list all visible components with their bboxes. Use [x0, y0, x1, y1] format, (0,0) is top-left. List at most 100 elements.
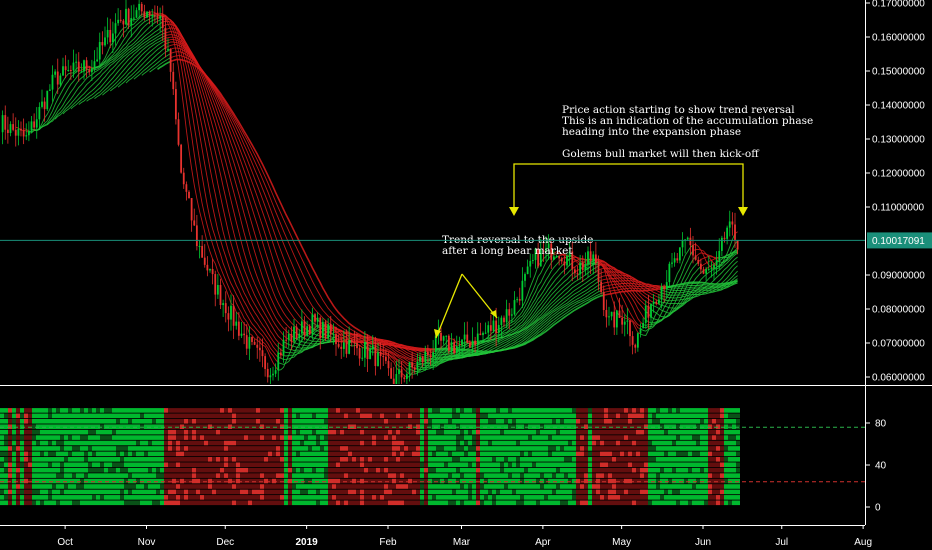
- oscillator-cell: [296, 408, 300, 413]
- oscillator-cell: [624, 473, 628, 478]
- oscillator-cell: [520, 413, 524, 419]
- oscillator-cell: [212, 484, 216, 489]
- oscillator-cell: [268, 413, 272, 419]
- oscillator-cell: [672, 413, 676, 419]
- ma-line-39: [433, 273, 599, 359]
- oscillator-cell: [380, 440, 384, 446]
- oscillator-cell: [348, 462, 352, 468]
- oscillator-cell: [292, 484, 296, 489]
- oscillator-cell: [616, 489, 620, 495]
- oscillator-cell: [428, 413, 432, 419]
- oscillator-cell: [200, 408, 204, 413]
- oscillator-cell: [396, 408, 400, 413]
- candle-body: [492, 320, 495, 331]
- oscillator-cell: [700, 500, 704, 506]
- candle-body: [264, 356, 267, 369]
- oscillator-cell: [728, 408, 732, 413]
- oscillator-cell: [524, 418, 528, 424]
- oscillator-cell: [104, 489, 108, 495]
- oscillator-cell: [548, 495, 552, 500]
- oscillator-cell: [116, 424, 120, 430]
- ma-line-30: [425, 261, 599, 363]
- oscillator-cell: [152, 418, 156, 424]
- candle-body: [342, 342, 345, 349]
- oscillator-cell: [516, 408, 520, 413]
- oscillator-cell: [520, 429, 524, 435]
- oscillator-cell: [416, 473, 420, 478]
- oscillator-cell: [728, 478, 732, 484]
- oscillator-cell: [592, 500, 596, 506]
- oscillator-cell: [524, 462, 528, 468]
- oscillator-cell: [56, 408, 60, 413]
- oscillator-cell: [100, 451, 104, 457]
- ma-line-21: [417, 262, 573, 367]
- oscillator-cell: [196, 418, 200, 424]
- oscillator-cell: [432, 418, 436, 424]
- oscillator-cell: [712, 457, 716, 462]
- oscillator-cell: [220, 457, 224, 462]
- oscillator-cell: [28, 489, 32, 495]
- oscillator-cell: [580, 413, 584, 419]
- oscillator-cell: [480, 418, 484, 424]
- oscillator-cell: [392, 478, 396, 484]
- oscillator-cell: [596, 495, 600, 500]
- oscillator-cell: [552, 462, 556, 468]
- oscillator-cell: [160, 451, 164, 457]
- oscillator-cell: [412, 467, 416, 473]
- oscillator-cell: [332, 440, 336, 446]
- oscillator-cell: [712, 462, 716, 468]
- oscillator-cell: [580, 451, 584, 457]
- oscillator-cell: [204, 440, 208, 446]
- oscillator-cell: [396, 457, 400, 462]
- oscillator-cell: [188, 418, 192, 424]
- oscillator-cell: [312, 473, 316, 478]
- oscillator-cell: [64, 435, 68, 440]
- oscillator-cell: [404, 429, 408, 435]
- oscillator-cell: [324, 467, 328, 473]
- oscillator-cell: [340, 446, 344, 451]
- oscillator-cell: [676, 484, 680, 489]
- oscillator-cell: [700, 451, 704, 457]
- oscillator-cell: [356, 489, 360, 495]
- oscillator-cell: [596, 451, 600, 457]
- oscillator-cell: [480, 446, 484, 451]
- oscillator-cell: [180, 413, 184, 419]
- oscillator-cell: [92, 429, 96, 435]
- oscillator-cell: [660, 435, 664, 440]
- oscillator-cell: [604, 478, 608, 484]
- oscillator-cell: [424, 418, 428, 424]
- oscillator-cell: [724, 484, 728, 489]
- oscillator-cell: [324, 408, 328, 413]
- oscillator-cell: [524, 457, 528, 462]
- oscillator-cell: [564, 418, 568, 424]
- oscillator-cell: [168, 489, 172, 495]
- oscillator-cell: [736, 457, 740, 462]
- oscillator-cell: [380, 451, 384, 457]
- oscillator-cell: [656, 429, 660, 435]
- oscillator-cell: [528, 435, 532, 440]
- oscillator-cell: [16, 473, 20, 478]
- oscillator-cell: [108, 435, 112, 440]
- oscillator-cell: [364, 489, 368, 495]
- oscillator-cell: [436, 429, 440, 435]
- oscillator-cell: [348, 495, 352, 500]
- oscillator-cell: [516, 451, 520, 457]
- oscillator-cell: [224, 446, 228, 451]
- oscillator-cell: [320, 418, 324, 424]
- oscillator-cell: [648, 478, 652, 484]
- oscillator-cell: [112, 473, 116, 478]
- oscillator-cell: [24, 408, 28, 413]
- oscillator-cell: [244, 413, 248, 419]
- oscillator-cell: [116, 413, 120, 419]
- candle-body: [581, 262, 584, 271]
- oscillator-cell: [264, 500, 268, 506]
- oscillator-cell: [152, 435, 156, 440]
- oscillator-cell: [276, 408, 280, 413]
- oscillator-cell: [612, 424, 616, 430]
- oscillator-cell: [92, 413, 96, 419]
- oscillator-cell: [644, 478, 648, 484]
- oscillator-cell: [516, 473, 520, 478]
- candle-body: [568, 251, 571, 256]
- oscillator-cell: [228, 451, 232, 457]
- oscillator-cell: [556, 462, 560, 468]
